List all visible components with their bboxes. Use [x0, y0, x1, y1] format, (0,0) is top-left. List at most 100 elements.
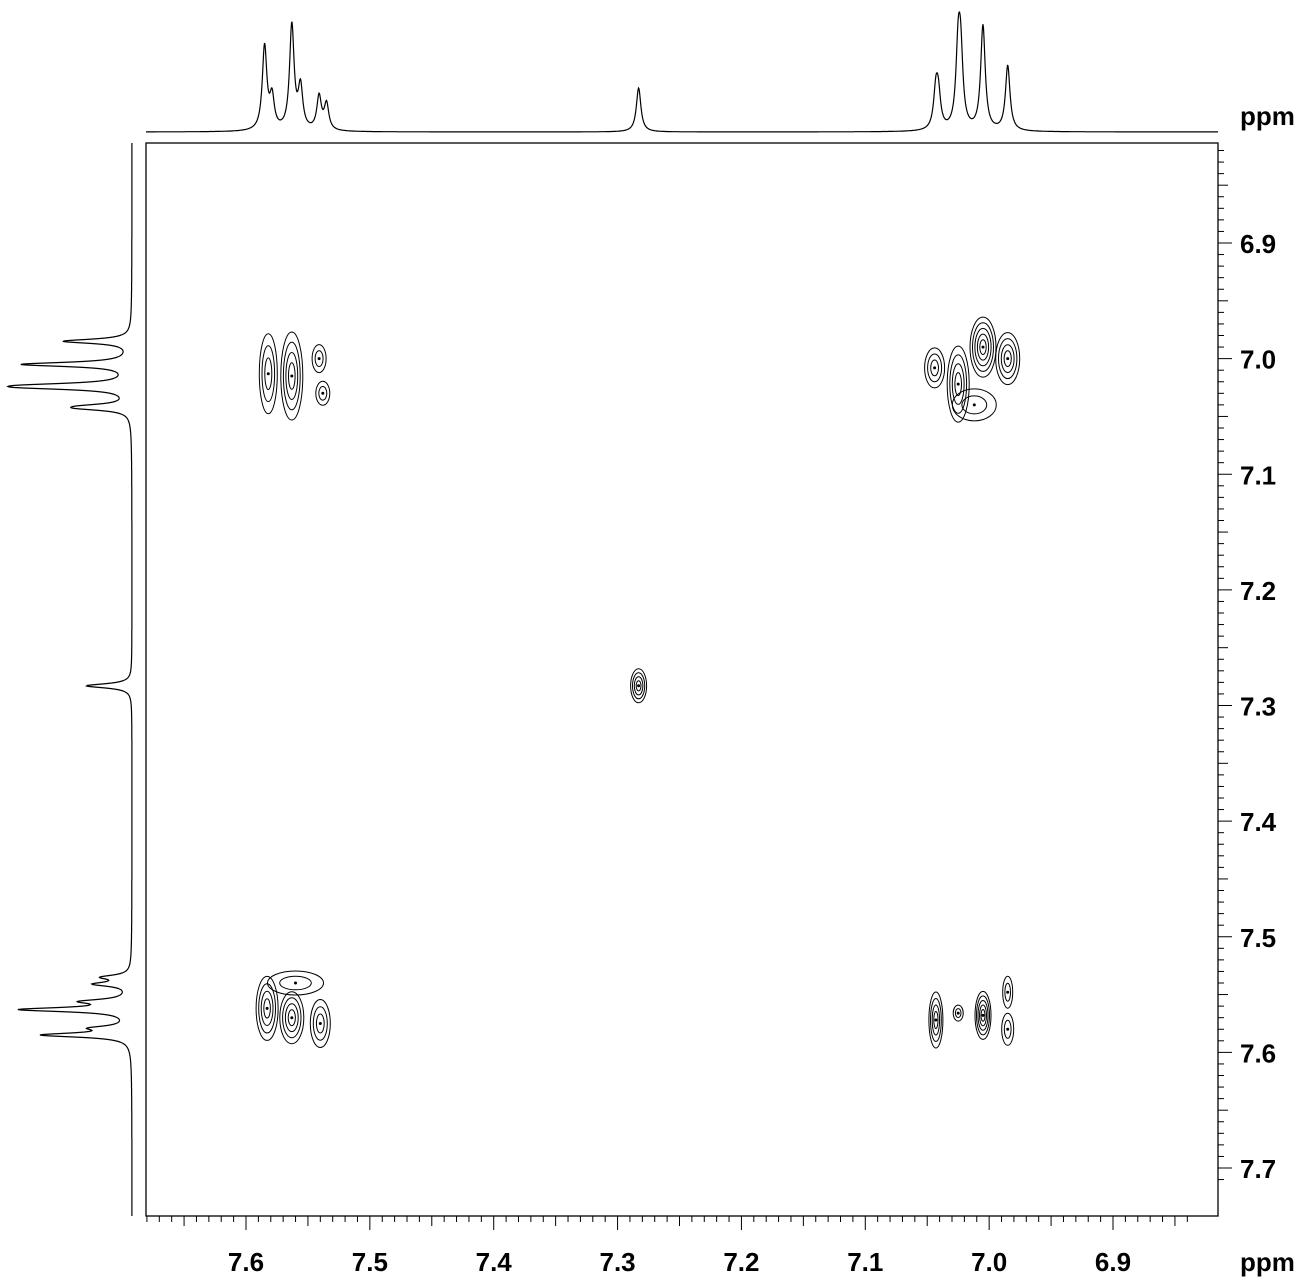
left-projection-spectrum	[6, 143, 133, 1216]
peak-center-dot	[318, 1022, 322, 1025]
contour-level	[311, 344, 327, 374]
contour-level	[312, 1006, 328, 1041]
contour-level	[1003, 1019, 1012, 1039]
peak-center-dot	[956, 382, 960, 386]
peak-center-dot	[266, 372, 270, 376]
contour-level	[315, 1013, 325, 1034]
contour-level	[1004, 982, 1012, 1002]
contour-level	[280, 331, 304, 421]
peak-center-dot	[1006, 1027, 1010, 1031]
y-tick-label: 7.7	[1240, 1154, 1276, 1184]
contour-level	[969, 316, 997, 378]
y-axis: 6.9 7.0 7.1 7.2 7.3 7.4 7.5 7.6 7.7	[1218, 150, 1277, 1184]
x-tick-label: 7.1	[847, 1247, 883, 1277]
peak-center-dot	[321, 391, 325, 395]
contour-level	[630, 668, 648, 704]
contour-level	[261, 345, 276, 403]
peak-center-dot	[290, 374, 294, 378]
contour-level	[309, 999, 331, 1048]
y-tick-label: 6.9	[1240, 229, 1276, 259]
contour-level	[972, 322, 994, 372]
contour-level	[267, 970, 324, 996]
contour-level	[927, 353, 943, 383]
contour-level	[279, 975, 312, 991]
peak-center-dot	[290, 1016, 294, 1020]
peak-center-dot	[934, 1018, 938, 1022]
contour-level	[946, 345, 970, 423]
contour-level	[933, 1011, 939, 1029]
contour-level	[931, 1004, 941, 1036]
top-unit-label: ppm	[1240, 101, 1295, 131]
x-tick-label: 7.3	[599, 1247, 635, 1277]
contour-level	[1002, 975, 1014, 1009]
contour-level	[924, 347, 946, 389]
peak-center-dot	[981, 1013, 985, 1017]
contour-level	[632, 672, 646, 700]
y-tick-label: 7.1	[1240, 460, 1276, 490]
contour-level	[961, 395, 988, 415]
contour-level	[976, 333, 990, 361]
peak-center-dot	[265, 1006, 269, 1010]
contour-level	[1003, 350, 1012, 368]
x-tick-label: 7.2	[723, 1247, 759, 1277]
peak-center-dot	[972, 403, 976, 407]
contour-level	[930, 359, 939, 377]
y-tick-label: 7.3	[1240, 692, 1276, 722]
plot-frame	[145, 142, 1219, 1217]
y-tick-label: 7.6	[1240, 1038, 1276, 1068]
contour-level	[282, 997, 302, 1039]
contour-level	[980, 1009, 986, 1022]
peak-center-dot	[294, 981, 297, 985]
top-projection-spectrum	[146, 11, 1218, 133]
contour-level	[976, 995, 990, 1036]
left-projection-trace	[6, 143, 133, 1216]
contour-level	[998, 338, 1018, 380]
contour-level	[635, 680, 642, 692]
contour-level	[315, 380, 331, 406]
y-tick-label: 7.4	[1240, 807, 1277, 837]
contour-level	[1001, 1012, 1015, 1046]
contour-level	[282, 341, 301, 411]
x-tick-label: 7.4	[476, 1247, 513, 1277]
peak-center-dot	[317, 357, 321, 361]
x-tick-label: 6.9	[1095, 1247, 1131, 1277]
contour-level	[995, 332, 1021, 386]
contour-level	[930, 998, 942, 1042]
x-tick-label: 7.0	[971, 1247, 1007, 1277]
contour-level	[951, 363, 965, 405]
contour-level	[285, 352, 299, 400]
peak-center-dot	[1006, 990, 1010, 994]
y-tick-label: 7.0	[1240, 345, 1276, 375]
peak-center-dot	[956, 1011, 960, 1015]
contour-level	[255, 975, 279, 1041]
x-tick-label: 7.5	[352, 1247, 388, 1277]
contour-level	[260, 990, 274, 1027]
peak-center-dot	[637, 684, 641, 688]
y-tick-label: 7.2	[1240, 576, 1276, 606]
contour-level	[928, 991, 944, 1049]
contour-level	[1000, 344, 1015, 374]
contour-level	[979, 1004, 987, 1027]
contour-level	[263, 998, 271, 1019]
contour-level	[979, 339, 987, 356]
top-projection-trace	[146, 11, 1218, 133]
x-tick-label: 7.6	[228, 1247, 264, 1277]
contour-level	[279, 991, 305, 1045]
peak-center-dot	[1006, 357, 1010, 361]
contour-level	[951, 388, 997, 422]
x-axis-unit-label: ppm	[1240, 1247, 1295, 1277]
contour-level	[954, 1008, 962, 1019]
peak-center-dot	[933, 366, 937, 370]
contour-level	[287, 1009, 296, 1027]
contour-level	[633, 676, 644, 696]
x-axis: 7.6 7.5 7.4 7.3 7.2 7.1 7.0 6.9	[146, 1216, 1188, 1277]
contour-level	[318, 386, 328, 401]
contour-level	[949, 354, 968, 414]
contour-level	[974, 990, 992, 1040]
peak-center-dot	[981, 345, 985, 349]
contour-peaks	[255, 316, 1021, 1049]
contour-level	[288, 362, 296, 390]
contour-level	[284, 1003, 299, 1033]
contour-level	[954, 372, 963, 397]
